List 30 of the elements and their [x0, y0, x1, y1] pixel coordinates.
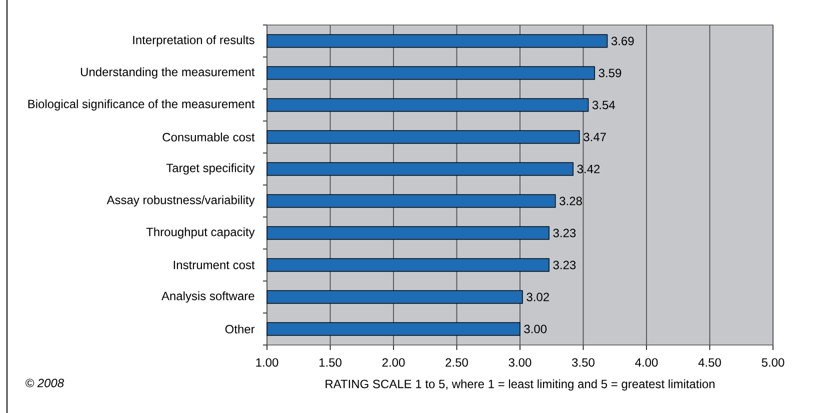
x-tick-label: 3.00 — [508, 358, 532, 367]
text: © 2008 — [26, 378, 64, 388]
y-tick-label: Analysis software — [161, 291, 254, 303]
y-tick-label: Biological significance of the measurement — [28, 99, 255, 111]
y-tick-label: Instrument cost — [174, 260, 255, 270]
y-tick-label: Throughput capacity — [146, 227, 255, 239]
x-tick-label: 2.50 — [446, 358, 468, 367]
data-label: 3.54 — [592, 100, 616, 110]
data-label: 3.69 — [611, 36, 634, 46]
y-tick-label: Assay robustness/variability — [106, 195, 255, 207]
x-tick-label: 4.00 — [635, 358, 658, 367]
data-label: 3.28 — [560, 196, 582, 206]
data-label: 3.23 — [553, 260, 576, 270]
data-label: 3.47 — [584, 132, 606, 142]
x-tick-label: 1.00 — [256, 358, 278, 367]
y-tick-label: Other — [225, 324, 255, 334]
data-label: 3.00 — [524, 324, 547, 334]
data-label: 3.02 — [526, 292, 549, 302]
y-tick-label: Interpretation of results — [133, 35, 254, 47]
x-tick-label: 5.00 — [762, 358, 784, 367]
x-tick-label: 4.50 — [698, 358, 721, 367]
x-tick-label: 2.00 — [382, 358, 405, 367]
x-axis-title: RATING SCALE 1 to 5, where 1 = least limiting and 5 = greatest limitation — [326, 379, 714, 391]
data-label: 3.59 — [598, 68, 622, 78]
y-tick-label: Understanding the measurement — [80, 67, 255, 79]
y-tick-label: Consumable cost — [162, 132, 255, 142]
x-tick-label: 3.50 — [572, 358, 594, 367]
y-tick-label: Target specificity — [166, 163, 255, 175]
x-tick-label: 1.50 — [319, 358, 342, 367]
data-label: 3.23 — [553, 228, 576, 238]
